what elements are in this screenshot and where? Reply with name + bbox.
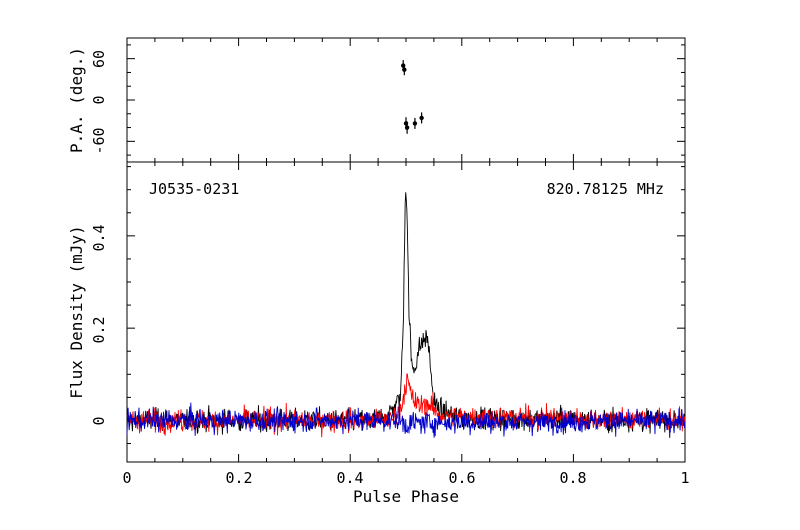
pulsar-name-label: J0535-0231: [149, 180, 239, 198]
x-tick-label-1: 0.2: [225, 469, 252, 487]
flux-y-tick-label-2: 0.4: [90, 224, 108, 251]
flux-y-tick-label-1: 0.2: [90, 316, 108, 343]
pa-data-point: [402, 67, 407, 72]
flux-series-line-2: [126, 402, 686, 438]
pa-points: [401, 60, 424, 134]
flux-series-line-0: [126, 192, 686, 438]
flux-y-tick-label-0: 0: [90, 416, 108, 425]
x-axis-label: Pulse Phase: [353, 487, 459, 506]
pa-panel-frame: [126, 37, 686, 163]
x-tick-label-0: 0: [122, 469, 131, 487]
pa-data-point: [419, 115, 424, 121]
frequency-label: 820.78125 MHz: [547, 180, 664, 198]
pa-y-tick-label-0: -60: [90, 127, 108, 154]
x-tick-label-2: 0.4: [336, 469, 363, 487]
pa-data-point: [412, 121, 418, 126]
x-tick-label-5: 1: [680, 469, 689, 487]
pa-data-point: [404, 125, 410, 130]
pa-y-axis-label: P.A. (deg.): [67, 47, 86, 153]
x-tick-label-3: 0.6: [448, 469, 475, 487]
axis-ticks: [126, 38, 686, 462]
flux-y-axis-label: Flux Density (mJy): [67, 225, 86, 398]
flux-series-group: [126, 192, 686, 438]
pa-y-tick-label-2: 60: [90, 50, 108, 68]
x-tick-label-4: 0.8: [559, 469, 586, 487]
pa-y-tick-label-1: 0: [90, 95, 108, 104]
